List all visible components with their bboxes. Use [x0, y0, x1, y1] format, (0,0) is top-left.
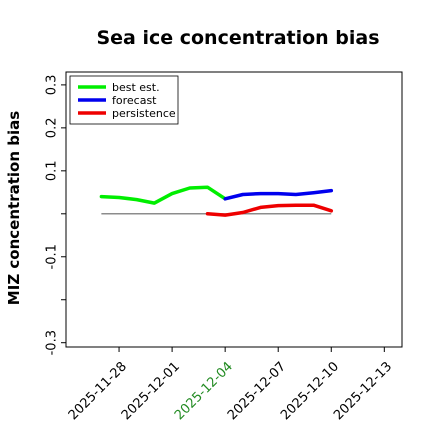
- y-axis-label: MIZ concentration bias: [5, 111, 23, 305]
- legend-label: best est.: [112, 81, 160, 94]
- y-tick-label: 0.2: [45, 118, 60, 139]
- series-point-2: [330, 209, 333, 212]
- series-point-1: [330, 189, 333, 192]
- series-point-0: [188, 187, 191, 189]
- series-point-2: [224, 214, 226, 216]
- series-point-1: [242, 193, 244, 196]
- plot-area: -0.3-0.10.10.20.32025-11-282025-12-01202…: [45, 71, 403, 423]
- series-point-0: [206, 186, 209, 188]
- series-point-1: [224, 197, 226, 200]
- series-point-2: [206, 212, 209, 215]
- y-tick-label: -0.1: [45, 244, 60, 269]
- series-line-0: [99, 185, 227, 205]
- series-point-1: [295, 193, 297, 196]
- series-point-0: [135, 198, 138, 201]
- series-point-2: [259, 206, 262, 209]
- series-point-1: [312, 191, 315, 194]
- y-tick-label: -0.3: [45, 330, 60, 355]
- series-point-2: [277, 204, 280, 207]
- series-point-2: [242, 211, 244, 214]
- legend-label: forecast: [112, 94, 157, 107]
- legend-label: persistence: [112, 107, 176, 120]
- series-line-2: [205, 203, 334, 217]
- chart-title: Sea ice concentration bias: [96, 27, 379, 49]
- series-line-1: [223, 188, 334, 201]
- series-point-2: [295, 204, 297, 207]
- plot-frame: [65, 71, 403, 348]
- series-point-0: [118, 196, 120, 199]
- series-point-1: [259, 192, 262, 195]
- series-point-0: [171, 192, 173, 195]
- y-tick-label: 0.3: [45, 75, 60, 96]
- y-tick-label: 0.1: [45, 160, 60, 181]
- series-point-0: [153, 202, 156, 204]
- series-point-2: [312, 204, 315, 207]
- series-point-1: [277, 192, 280, 195]
- series-point-0: [100, 195, 103, 198]
